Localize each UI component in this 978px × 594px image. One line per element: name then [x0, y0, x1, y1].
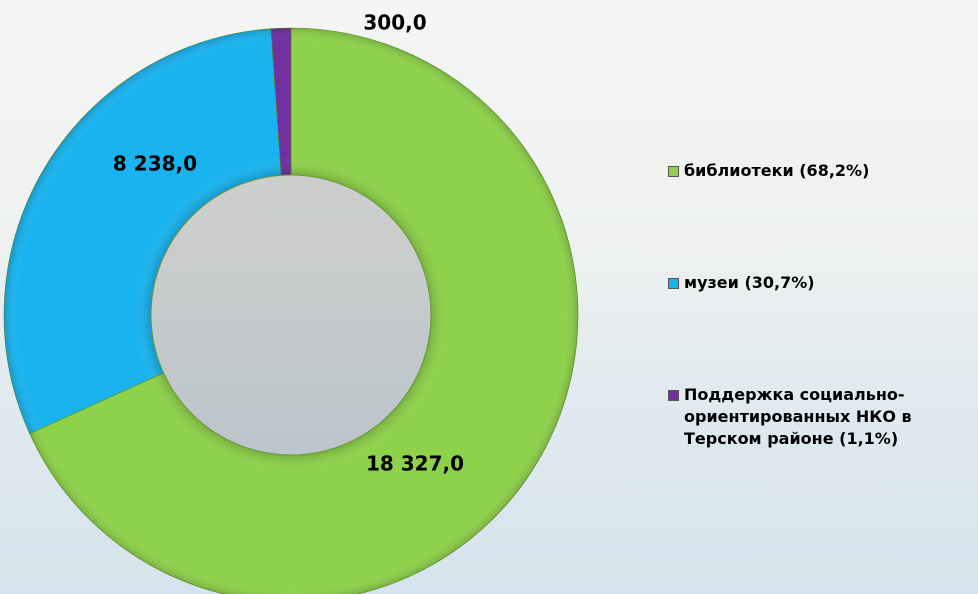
chart: 18 327,0 8 238,0 300,0 [0, 0, 978, 594]
legend-label: музеи (30,7%) [684, 273, 815, 292]
legend-item: Поддержка социально-ориентированных НКО … [668, 384, 968, 450]
legend-swatch [668, 390, 679, 401]
legend-label: Поддержка социально-ориентированных НКО … [684, 385, 912, 448]
legend-item: музеи (30,7%) [668, 272, 968, 294]
legend-swatch [668, 166, 679, 177]
page: {"chart_data": {"type": "donut", "catego… [0, 0, 978, 594]
donut-hole [151, 175, 431, 455]
value-label: 300,0 [363, 11, 426, 35]
legend-label: библиотеки (68,2%) [684, 161, 869, 180]
value-label: 8 238,0 [113, 152, 197, 176]
legend-item: библиотеки (68,2%) [668, 160, 968, 182]
donut-segment [4, 29, 281, 434]
legend-swatch [668, 278, 679, 289]
value-label: 18 327,0 [366, 452, 464, 476]
